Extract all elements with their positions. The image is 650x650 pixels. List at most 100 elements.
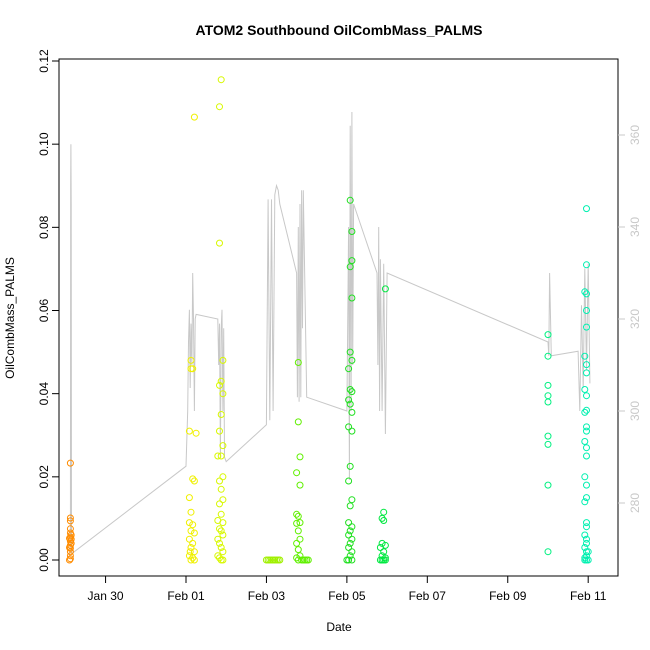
data-point [293,469,301,477]
data-point [581,408,589,416]
data-point [583,261,590,269]
data-point [296,481,304,489]
data-point [296,535,304,543]
data-point [187,527,195,535]
data-point [544,398,552,406]
data-point [583,539,590,547]
data-point [186,548,194,556]
data-point [190,548,198,556]
y2-tick-label: 360 [628,125,642,145]
data-point [346,400,354,408]
data-point [346,539,354,547]
series-4 [262,556,284,564]
data-point [294,359,302,366]
data-point [216,477,223,485]
data-point [189,365,197,373]
data-point [66,534,73,542]
data-point [581,386,589,393]
y2-tick-label: 340 [628,217,642,237]
data-point [583,290,590,298]
data-point [583,494,590,502]
data-point [219,556,227,564]
data-point [187,544,195,551]
y2-axis: 280 300 320 340 360 [618,125,642,513]
data-point [583,444,590,452]
data-point [190,477,198,485]
data-point [583,323,590,331]
data-point [216,554,223,562]
data-point [190,556,198,564]
data-point [583,427,590,435]
data-point [217,411,225,418]
data-point [189,539,197,547]
data-point [219,519,227,527]
data-point [348,523,356,531]
data-point [345,423,353,431]
data-point [581,554,589,562]
data-point [348,228,356,235]
data-point [219,390,227,398]
x-tick-label: Jan 30 [88,589,124,603]
data-point [219,442,227,450]
data-point [544,432,552,440]
y-tick-label: 0.06 [37,298,51,322]
data-point [66,555,74,563]
data-point [343,556,351,564]
data-point [185,535,193,543]
x-tick-label: Feb 09 [489,589,527,603]
data-point [544,481,552,489]
data-point [544,381,552,389]
x-tick-label: Feb 03 [248,589,286,603]
data-point [294,546,302,554]
data-point [345,396,353,404]
data-point [348,535,356,543]
data-point [185,494,193,502]
x-axis-label: Date [326,620,352,634]
data-point [214,452,222,460]
series-8 [544,331,552,556]
data-point [66,517,74,525]
data-point [544,352,552,360]
data-point [581,352,589,360]
data-point [187,508,195,516]
data-point [581,531,589,539]
data-point [214,535,222,543]
data-point [583,307,590,314]
data-point [296,519,304,527]
data-point [66,459,74,467]
data-point [293,510,301,518]
data-point [380,508,388,516]
data-point [294,418,302,426]
series-9 [581,205,592,564]
x-tick-label: Feb 01 [167,589,205,603]
data-point [185,427,193,435]
x-tick-label: Feb 05 [328,589,366,603]
data-point [584,556,592,564]
data-point [219,496,227,504]
data-point [381,556,389,564]
data-point [583,369,590,377]
data-point [583,481,590,489]
data-point [214,552,222,560]
x-axis: Jan 30 Feb 01 Feb 03 Feb 05 Feb 07 Feb 09 Feb … [88,575,607,603]
data-point [304,556,312,564]
data-point [346,196,354,204]
data-point [348,427,356,435]
data-point [216,427,223,435]
data-point [583,523,590,531]
data-point [67,531,75,539]
data-point [345,544,353,551]
data-point [376,544,384,551]
data-point [348,548,356,556]
data-point [268,556,275,564]
data-point [293,539,301,547]
data-point [216,239,223,247]
data-point [217,510,225,518]
y-tick-label: 0.08 [37,215,51,239]
data-point [583,552,590,560]
data-point [219,356,227,364]
chart-title: ATOM2 Southbound OilCombMass_PALMS [196,22,483,38]
data-point [380,517,388,524]
data-point [217,452,225,460]
data-point [346,552,354,560]
